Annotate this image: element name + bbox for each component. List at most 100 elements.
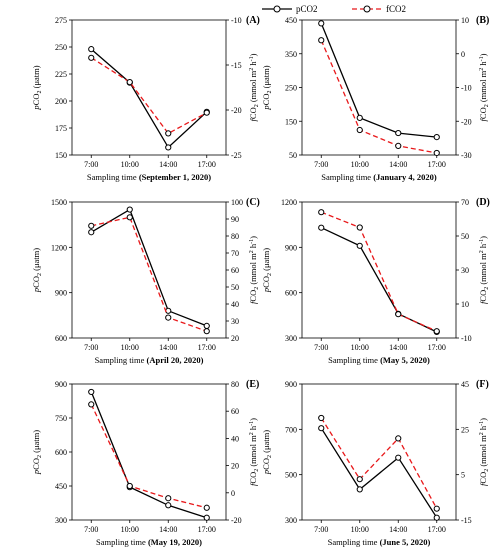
legend: pCO2 fCO2 <box>262 4 406 14</box>
x-axis-title: Sampling time (June 5, 2020) <box>328 537 431 547</box>
right-tick-label: 40 <box>231 300 239 309</box>
right-axis-label: fCO2 (mmol m2 h-1) <box>248 236 260 304</box>
pco2-point <box>356 486 363 493</box>
x-tick-label: 10:00 <box>351 160 369 169</box>
right-tick-label: 70 <box>231 249 239 258</box>
right-axis-label: fCO2 (mmol m2 h-1) <box>478 53 490 121</box>
x-tick-label: 17:00 <box>198 343 216 352</box>
x-tick-label: 10:00 <box>351 343 369 352</box>
x-tick-label: 10:00 <box>121 160 139 169</box>
left-tick-label: 600 <box>55 334 67 343</box>
left-tick-label: 50 <box>289 151 297 160</box>
pco2-series-line <box>320 427 438 519</box>
plot-frame <box>301 19 457 156</box>
fco2-point <box>88 54 95 61</box>
left-tick-label: 1200 <box>51 243 67 252</box>
left-tick-label: 350 <box>285 50 297 59</box>
fco2-point <box>395 311 402 318</box>
left-tick-label: 1200 <box>281 198 297 207</box>
right-tick-label: 80 <box>231 232 239 241</box>
panel-label: (D) <box>476 197 490 208</box>
panel-a: 150 175 200 225 250 275 -25 -20 -15 -10 7:00 10:00 1… <box>31 15 260 182</box>
pco2-point <box>203 322 210 330</box>
left-tick-label: 250 <box>285 84 297 93</box>
panel-b: 50 150 250 350 450 -30 -20 -10 0 10 7:00 10:00 14:00… <box>261 15 490 182</box>
left-tick-label: 1500 <box>51 198 67 207</box>
left-tick-label: 700 <box>285 425 297 434</box>
right-tick-label: -10 <box>461 334 472 343</box>
right-tick-label: -20 <box>461 117 472 126</box>
panel-f: 300 500 700 900 -15 5 25 45 7:00 10:00 14:00 17:00 p… <box>261 379 490 547</box>
right-tick-label: 10 <box>461 300 469 309</box>
right-tick-label: 5 <box>461 471 465 480</box>
left-tick-label: 225 <box>55 70 67 79</box>
panel-label: (F) <box>476 379 489 390</box>
x-tick-label: 14:00 <box>159 525 177 534</box>
right-tick-label: -15 <box>231 61 242 70</box>
left-axis-label: pCO2 (μatm) <box>31 430 43 475</box>
x-tick-label: 14:00 <box>389 525 407 534</box>
left-tick-label: 150 <box>55 151 67 160</box>
right-tick-label: 0 <box>231 489 235 498</box>
pco2-point <box>433 134 440 141</box>
right-tick-label: 60 <box>231 266 239 275</box>
pco2-series-line <box>90 208 208 327</box>
x-tick-label: 7:00 <box>314 160 328 169</box>
right-tick-label: 70 <box>461 198 469 207</box>
right-tick-label: 50 <box>461 232 469 241</box>
right-tick-label: -20 <box>231 106 242 115</box>
panel-label: (E) <box>246 379 259 390</box>
x-tick-label: 14:00 <box>389 343 407 352</box>
left-tick-label: 300 <box>285 334 297 343</box>
pco2-point <box>318 224 325 231</box>
right-tick-label: 45 <box>461 380 469 389</box>
x-tick-label: 17:00 <box>428 160 446 169</box>
left-tick-label: 275 <box>55 16 67 25</box>
panel-e: 300 450 600 750 900 -20 0 20 40 60 80 7:00 10:00 14:0… <box>31 379 260 547</box>
panel-label: (B) <box>476 15 489 26</box>
fco2-point <box>318 209 325 216</box>
pco2-point <box>318 20 325 27</box>
panel-label: (A) <box>246 15 260 26</box>
left-tick-label: 450 <box>55 482 67 491</box>
right-tick-label: 0 <box>461 50 465 59</box>
x-axis-title: Sampling time (September 1, 2020) <box>87 172 211 182</box>
x-tick-label: 17:00 <box>428 343 446 352</box>
fco2-point <box>395 435 402 442</box>
x-tick-label: 14:00 <box>389 160 407 169</box>
panel-d: 300 600 900 1200 -10 10 30 50 70 7:00 10:00 14:00 17… <box>261 197 490 365</box>
left-tick-label: 900 <box>285 380 297 389</box>
fco2-point <box>318 37 325 44</box>
pco2-point <box>318 425 325 432</box>
x-tick-label: 10:00 <box>121 525 139 534</box>
right-tick-label: 60 <box>231 407 239 416</box>
left-tick-label: 250 <box>55 43 67 52</box>
fco2-point <box>318 414 325 422</box>
fco2-point <box>165 495 172 502</box>
left-tick-label: 600 <box>285 289 297 298</box>
x-tick-label: 10:00 <box>351 525 369 534</box>
x-tick-label: 7:00 <box>314 343 328 352</box>
right-tick-label: -10 <box>231 16 242 25</box>
panel-label: (C) <box>246 197 260 208</box>
pco2-point <box>126 206 133 213</box>
plot-frame <box>71 383 227 521</box>
pco2-point <box>356 114 363 121</box>
x-tick-label: 17:00 <box>198 525 216 534</box>
fco2-point <box>126 79 133 86</box>
x-tick-label: 7:00 <box>84 160 98 169</box>
pco2-point <box>88 388 95 396</box>
panel-c: 600 900 1200 1500 20 30 40 50 60 70 80 90 100 7:00 10:… <box>31 197 260 365</box>
plot-frame <box>301 383 457 521</box>
left-tick-label: 600 <box>55 448 67 457</box>
fco2-point <box>165 130 172 137</box>
fco2-point <box>433 328 440 335</box>
pco2-point <box>433 514 440 521</box>
fco2-point <box>203 328 210 335</box>
left-tick-label: 300 <box>285 516 297 525</box>
fco2-point <box>88 222 95 229</box>
pco2-point <box>165 307 172 314</box>
x-tick-label: 7:00 <box>84 343 98 352</box>
